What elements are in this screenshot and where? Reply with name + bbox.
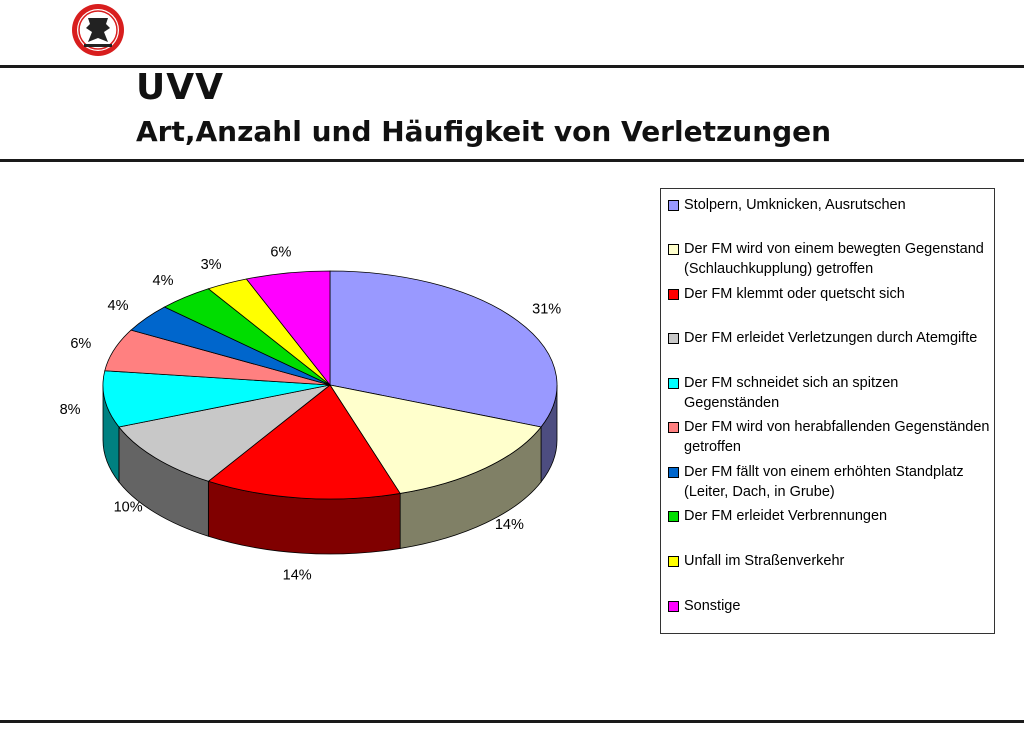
pie-label-7: 4% [153,273,174,289]
header-rule-top [0,65,1024,68]
header-rule-bottom [0,159,1024,162]
legend-swatch [668,467,679,478]
pie-label-6: 4% [108,298,129,314]
pie-label-0: 31% [532,302,561,318]
legend-swatch [668,511,679,522]
legend-label: Der FM klemmt oder quetscht sich [684,286,905,302]
chart-legend: Stolpern, Umknicken, Ausrutschen Der FM w… [660,188,995,634]
pie-slice-3 [118,384,331,482]
pie-slice-9 [245,270,331,387]
page-subtitle: Art,Anzahl und Häufigkeit von Verletzung… [136,115,832,148]
pie-label-8: 3% [201,257,222,273]
legend-item: Stolpern, Umknicken, Ausrutschen [668,195,990,215]
pie-chart: 31% 14% 14% 10% 8% 6% 4% 4% 3% 6% [60,244,562,583]
fire-brigade-logo [72,4,124,56]
legend-label: Stolpern, Umknicken, Ausrutschen [684,197,906,213]
pie-label-2: 14% [283,567,312,583]
legend-swatch [668,244,679,255]
legend-item: Unfall im Straßenverkehr [668,551,990,571]
legend-swatch [668,556,679,567]
legend-label: Der FM wird von herabfallenden Gegenstän… [684,419,990,455]
legend-swatch [668,289,679,300]
legend-label: Unfall im Straßenverkehr [684,553,845,569]
pie-label-4: 8% [60,402,81,418]
pie-label-5: 6% [70,336,91,352]
pie-slice-0 [329,270,558,428]
legend-item: Der FM wird von herabfallenden Gegenstän… [668,417,990,457]
page-title: UVV [136,67,224,108]
legend-label: Der FM erleidet Verbrennungen [684,508,888,524]
legend-label: Der FM fällt von einem erhöhten Standpla… [684,464,964,500]
legend-swatch [668,333,679,344]
footer-rule [0,720,1024,723]
legend-swatch [668,601,679,612]
legend-label: Der FM erleidet Verletzungen durch Atemg… [684,330,978,346]
legend-item: Der FM wird von einem bewegten Gegenstan… [668,239,990,279]
legend-item: Sonstige [668,596,990,616]
legend-item: Der FM fällt von einem erhöhten Standpla… [668,462,990,502]
pie-slice-2 [207,384,401,500]
pie-slice-4 [102,370,331,428]
legend-item: Der FM klemmt oder quetscht sich [668,284,990,304]
legend-item: Der FM erleidet Verbrennungen [668,506,990,526]
pie-label-3: 10% [114,500,143,516]
legend-label: Der FM wird von einem bewegten Gegenstan… [684,241,984,277]
legend-item: Der FM erleidet Verletzungen durch Atemg… [668,328,990,348]
legend-label: Sonstige [684,598,741,614]
legend-item: Der FM schneidet sich an spitzen Gegenst… [668,373,990,413]
legend-swatch [668,422,679,433]
pie-label-9: 6% [270,244,291,260]
legend-swatch [668,378,679,389]
legend-label: Der FM schneidet sich an spitzen Gegenst… [684,375,899,411]
legend-swatch [668,200,679,211]
pie-label-1: 14% [495,517,524,533]
